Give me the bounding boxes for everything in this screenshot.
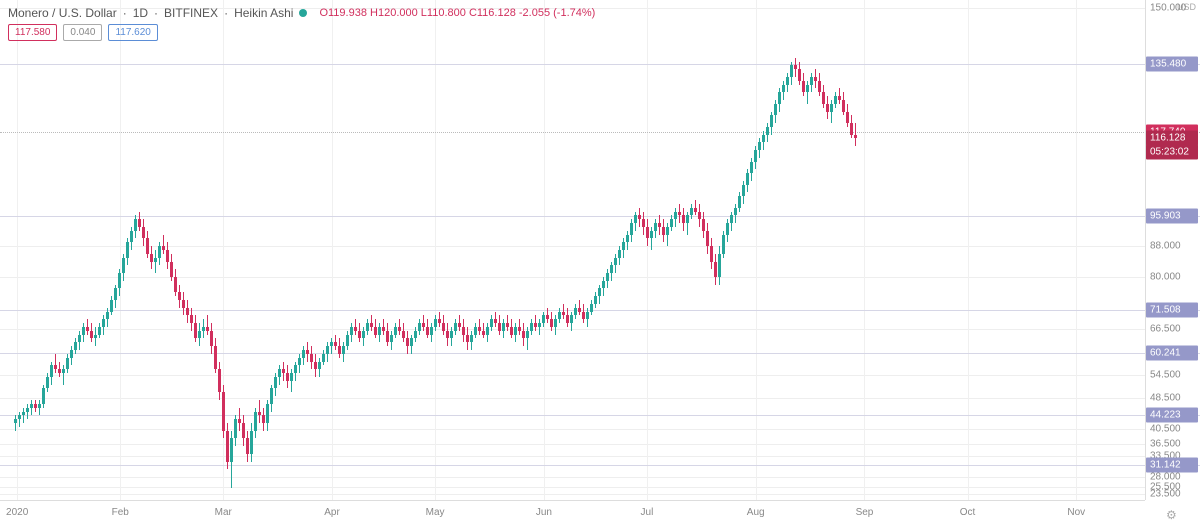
x-axis-label: May [426, 507, 445, 518]
gear-icon[interactable]: ⚙ [1166, 508, 1180, 522]
bid-ask-badges: 117.580 0.040 117.620 [8, 24, 158, 41]
x-axis-label: Jun [536, 507, 552, 518]
bid-badge[interactable]: 117.580 [8, 24, 57, 41]
x-axis-label: Aug [747, 507, 765, 518]
x-axis-label: Apr [324, 507, 340, 518]
y-axis-label: 80.000 [1150, 271, 1181, 282]
x-axis-label: Sep [856, 507, 874, 518]
status-dot-icon [299, 9, 307, 17]
y-axis-label: 88.000 [1150, 241, 1181, 252]
price-tag: 44.223 [1146, 407, 1198, 422]
exchange: BITFINEX [164, 6, 218, 20]
y-axis-label: 36.500 [1150, 439, 1181, 450]
y-axis-label: 48.500 [1150, 393, 1181, 404]
price-tag: 135.480 [1146, 56, 1198, 71]
ask-badge[interactable]: 117.620 [108, 24, 157, 41]
countdown-tag: 05:23:02 [1146, 144, 1198, 159]
symbol-name[interactable]: Monero / U.S. Dollar [8, 6, 117, 20]
x-axis-label: Mar [215, 507, 232, 518]
interval[interactable]: 1D [133, 6, 148, 20]
chart-header: Monero / U.S. Dollar · 1D · BITFINEX · H… [8, 6, 595, 20]
x-axis-label: Feb [112, 507, 129, 518]
x-axis-label: 2020 [6, 507, 28, 518]
price-tag: 116.128 [1146, 130, 1198, 145]
time-axis[interactable]: 2020 Feb Mar Apr May Jun Jul Aug Sep Oct Nov [0, 500, 1145, 530]
y-axis-label: 23.500 [1150, 489, 1181, 500]
y-axis-label: 40.500 [1150, 423, 1181, 434]
x-axis-label: Nov [1067, 507, 1085, 518]
y-axis-label: 54.500 [1150, 370, 1181, 381]
price-tag: 60.241 [1146, 345, 1198, 360]
chart-type: Heikin Ashi [234, 6, 293, 20]
x-axis-label: Jul [641, 507, 654, 518]
chart-plot-area[interactable]: Monero / U.S. Dollar · 1D · BITFINEX · H… [0, 0, 1145, 500]
y-axis-label: 66.500 [1150, 323, 1181, 334]
price-tag: 95.903 [1146, 208, 1198, 223]
x-axis-label: Oct [960, 507, 976, 518]
price-tag: 31.142 [1146, 457, 1198, 472]
y-axis-label: 150.000 [1150, 2, 1186, 13]
ohlc-readout: O119.938 H120.000 L110.800 C116.128 -2.0… [319, 7, 595, 19]
price-axis[interactable]: USD 150.00088.00080.00066.50054.50048.50… [1145, 0, 1200, 500]
spread-badge: 0.040 [63, 24, 102, 41]
price-tag: 71.508 [1146, 302, 1198, 317]
